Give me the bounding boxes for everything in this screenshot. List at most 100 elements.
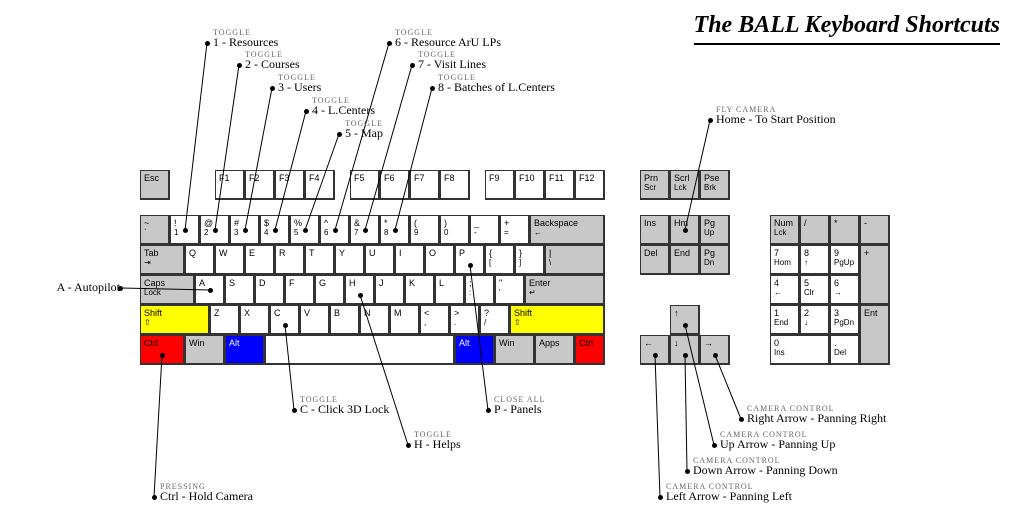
callout-dot — [237, 63, 242, 68]
key-9: (9 — [410, 215, 440, 245]
key-del: .Del — [830, 335, 860, 365]
callout-dot — [739, 417, 744, 422]
callout: TOGGLE8 - Batches of L.Centers — [438, 73, 555, 95]
callout-dot — [685, 469, 690, 474]
key-5clr: 5Clr — [800, 275, 830, 305]
key-0ins: 0Ins — [770, 335, 830, 365]
key-7hom: 7Hom — [770, 245, 800, 275]
callout-dot — [683, 323, 688, 328]
key-del: Del — [640, 245, 670, 275]
callout-dot — [393, 228, 398, 233]
key-_: _- — [470, 215, 500, 245]
key-f3: F3 — [275, 170, 305, 200]
callout-dot — [303, 228, 308, 233]
key-pgup: PgUp — [700, 215, 730, 245]
callout-dot — [213, 228, 218, 233]
callout-dot — [430, 86, 435, 91]
callout-dot — [337, 132, 342, 137]
key-: ← — [640, 335, 670, 365]
callout-dot — [410, 63, 415, 68]
key-3pgdn: 3PgDn — [830, 305, 860, 335]
callout: CLOSE ALLP - Panels — [494, 395, 545, 417]
key-tab: Tab⇥ — [140, 245, 185, 275]
callout: CAMERA CONTROLDown Arrow - Panning Down — [693, 456, 838, 478]
key-: - — [860, 215, 890, 245]
key-1end: 1End — [770, 305, 800, 335]
callout: TOGGLE3 - Users — [278, 73, 321, 95]
key-h: H — [345, 275, 375, 305]
page-title: The BALL Keyboard Shortcuts — [694, 12, 1000, 45]
key-2: 2↓ — [800, 305, 830, 335]
callout-dot — [358, 293, 363, 298]
key-k: K — [405, 275, 435, 305]
callout: FLY CAMERAHome - To Start Position — [716, 105, 836, 127]
key-capslock: CapsLock — [140, 275, 195, 305]
key-enter: Enter↵ — [525, 275, 605, 305]
callout-dot — [363, 228, 368, 233]
key-ent: Ent — [860, 305, 890, 365]
key-alt: Alt — [225, 335, 265, 365]
callout-dot — [387, 41, 392, 46]
key-esc: Esc — [140, 170, 170, 200]
key-m: M — [390, 305, 420, 335]
key-9pgup: 9PgUp — [830, 245, 860, 275]
callout-dot — [208, 288, 213, 293]
key-alt: Alt — [455, 335, 495, 365]
callout-dot — [183, 228, 188, 233]
key-e: E — [245, 245, 275, 275]
key-shift: Shift⇧ — [510, 305, 605, 335]
key-d: D — [255, 275, 285, 305]
callout-dot — [683, 228, 688, 233]
callout-dot — [406, 443, 411, 448]
key-prnscr: PrnScr — [640, 170, 670, 200]
callout: TOGGLE2 - Courses — [245, 50, 300, 72]
callout: PRESSINGCtrl - Hold Camera — [160, 482, 253, 504]
key-ctrl: Ctrl — [575, 335, 605, 365]
callout-dot — [283, 323, 288, 328]
callout-dot — [152, 495, 157, 500]
key-b: B — [330, 305, 360, 335]
key-l: L — [435, 275, 465, 305]
callout-dot — [304, 109, 309, 114]
key-: ~` — [140, 215, 170, 245]
key-s: S — [225, 275, 255, 305]
callout: TOGGLE7 - Visit Lines — [418, 50, 486, 72]
callout-dot — [270, 86, 275, 91]
callout-dot — [708, 118, 713, 123]
key-psebrk: PseBrk — [700, 170, 730, 200]
key-backspace: Backspace← — [530, 215, 605, 245]
key-ins: Ins — [640, 215, 670, 245]
callout-dot — [205, 41, 210, 46]
key-f12: F12 — [575, 170, 605, 200]
key-: / — [800, 215, 830, 245]
callout: CAMERA CONTROLLeft Arrow - Panning Left — [666, 482, 792, 504]
key-i: I — [395, 245, 425, 275]
key-ctrl: Ctrl — [140, 335, 185, 365]
key-apps: Apps — [535, 335, 575, 365]
key-pgdn: PgDn — [700, 245, 730, 275]
key-: ?/ — [480, 305, 510, 335]
callout-dot — [118, 286, 123, 291]
callout-dot — [243, 228, 248, 233]
callout: TOGGLE5 - Map — [345, 119, 383, 141]
callout-dot — [333, 228, 338, 233]
key-y: Y — [335, 245, 365, 275]
key-j: J — [375, 275, 405, 305]
callout-dot — [486, 408, 491, 413]
callout: TOGGLE6 - Resource ArU LPs — [395, 28, 501, 50]
callout-dot — [683, 353, 688, 358]
key-: → — [700, 335, 730, 365]
key-: }] — [515, 245, 545, 275]
callout-dot — [160, 353, 165, 358]
callout: CAMERA CONTROLRight Arrow - Panning Righ… — [747, 404, 886, 426]
key-: {[ — [485, 245, 515, 275]
key-f4: F4 — [305, 170, 335, 200]
key-: + — [860, 245, 890, 305]
key-f: F — [285, 275, 315, 305]
callout-dot — [653, 353, 658, 358]
key-f7: F7 — [410, 170, 440, 200]
callout-dot — [713, 353, 718, 358]
key-q: Q — [185, 245, 215, 275]
key-f1: F1 — [215, 170, 245, 200]
key-f10: F10 — [515, 170, 545, 200]
